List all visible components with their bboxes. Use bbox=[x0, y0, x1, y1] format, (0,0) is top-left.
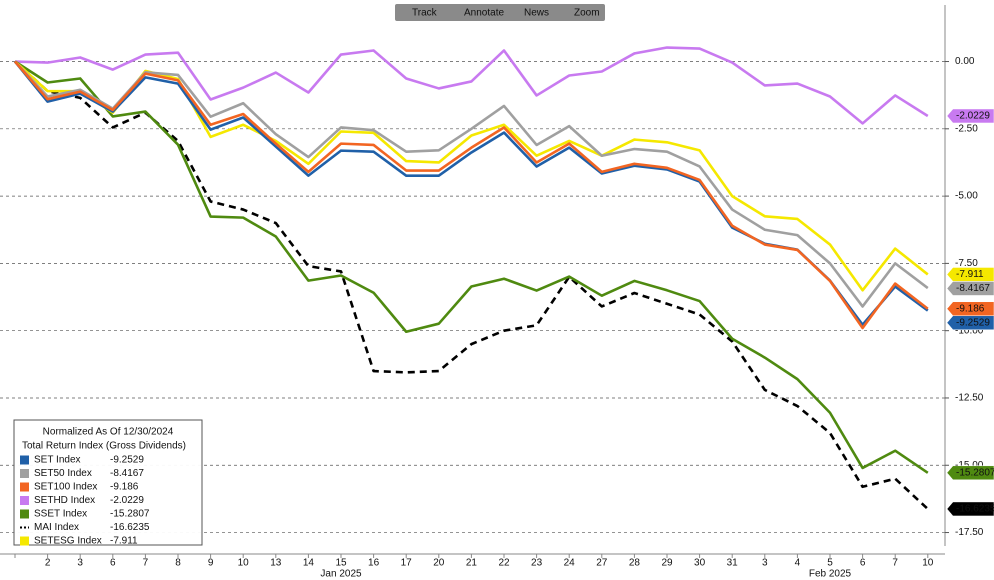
value-tag: -15.2807 bbox=[946, 465, 994, 481]
x-tick-label: 2 bbox=[45, 558, 51, 569]
x-tick-label: 21 bbox=[466, 558, 478, 569]
x-tick-label: 10 bbox=[238, 558, 250, 569]
legend-label: MAI Index bbox=[34, 522, 79, 533]
series-line bbox=[14, 60, 929, 510]
x-tick-label: 7 bbox=[892, 558, 898, 569]
x-tick-label: 6 bbox=[860, 558, 866, 569]
legend-box bbox=[13, 419, 203, 546]
value-tag-box bbox=[946, 315, 994, 331]
legend-value: -9.2529 bbox=[110, 455, 144, 466]
toolbar-button[interactable]: News bbox=[524, 8, 549, 19]
legend-value: -15.2807 bbox=[110, 509, 150, 520]
value-tag-box bbox=[946, 267, 994, 282]
value-tag-box bbox=[946, 465, 994, 481]
y-tick-label: -12.50 bbox=[955, 393, 984, 404]
legend-swatch bbox=[20, 455, 29, 465]
value-tag-box bbox=[946, 281, 994, 296]
legend-swatch bbox=[20, 509, 29, 519]
value-tag-label: -8.4167 bbox=[956, 283, 990, 294]
series-line bbox=[14, 46, 929, 125]
x-tick-label: 24 bbox=[564, 558, 576, 569]
y-tick-label: -15.00 bbox=[955, 460, 984, 471]
legend: Normalized As Of 12/30/2024 Total Return … bbox=[13, 419, 203, 547]
legend-value: -16.6235 bbox=[110, 522, 150, 533]
value-tag-box bbox=[946, 301, 994, 317]
value-tag: -9.2529 bbox=[946, 315, 994, 331]
legend-value: -9.186 bbox=[110, 482, 139, 493]
x-tick-label: 3 bbox=[762, 558, 768, 569]
value-tag-label: -2.0229 bbox=[956, 111, 990, 122]
x-tick-label: 16 bbox=[368, 558, 380, 569]
value-tag: -2.0229 bbox=[946, 108, 994, 124]
value-tag-box bbox=[946, 501, 994, 517]
legend-label: SET Index bbox=[34, 455, 81, 466]
value-tag-label: -9.2529 bbox=[956, 317, 990, 328]
y-tick-label: 0.00 bbox=[955, 56, 975, 67]
x-tick-label: 14 bbox=[303, 558, 315, 569]
x-tick-label: 23 bbox=[531, 558, 543, 569]
y-tick-label: -10.00 bbox=[955, 325, 984, 336]
series-line bbox=[14, 60, 929, 292]
legend-label: SSET Index bbox=[34, 509, 87, 520]
x-tick-label: 31 bbox=[727, 558, 739, 569]
x-tick-label: 9 bbox=[208, 558, 214, 569]
legend-label: SETESG Index bbox=[34, 536, 102, 547]
legend-label: SET100 Index bbox=[34, 482, 97, 493]
x-tick-label: 30 bbox=[694, 558, 706, 569]
y-tick-label: -7.50 bbox=[955, 258, 978, 269]
x-tick-label: 17 bbox=[401, 558, 413, 569]
x-tick-label: 4 bbox=[795, 558, 801, 569]
value-tag-label: -9.186 bbox=[956, 303, 985, 314]
x-tick-label: 7 bbox=[143, 558, 149, 569]
series-line bbox=[14, 60, 929, 308]
toolbar-button[interactable]: Zoom bbox=[574, 8, 600, 19]
legend-value: -2.0229 bbox=[110, 495, 144, 506]
x-tick-label: 20 bbox=[433, 558, 445, 569]
value-tag: -9.186 bbox=[946, 301, 994, 317]
legend-subtitle: Total Return Index (Gross Dividends) bbox=[22, 441, 186, 452]
x-tick-label: 15 bbox=[335, 558, 347, 569]
x-tick-label: 5 bbox=[827, 558, 833, 569]
legend-swatch bbox=[20, 536, 29, 546]
value-tag-label: -15.2807 bbox=[956, 467, 994, 478]
value-tag-label: -16.6235 bbox=[956, 504, 994, 515]
value-tag: -7.911 bbox=[946, 267, 994, 282]
series-line bbox=[14, 60, 929, 330]
x-tick-label: 27 bbox=[596, 558, 608, 569]
value-tag-label: -7.911 bbox=[956, 269, 984, 280]
x-group-label: Jan 2025 bbox=[320, 569, 362, 580]
toolbar-button[interactable]: Annotate bbox=[464, 8, 504, 19]
legend-value: -8.4167 bbox=[110, 468, 144, 479]
toolbar: Track Annotate News Zoom bbox=[395, 4, 605, 21]
value-tag: -16.6235 bbox=[946, 501, 994, 517]
value-tag-box bbox=[946, 108, 994, 124]
y-tick-label: -2.50 bbox=[955, 123, 978, 134]
legend-value: -7.911 bbox=[110, 536, 138, 547]
legend-swatch bbox=[20, 482, 29, 492]
toolbar-button[interactable]: Track bbox=[412, 8, 438, 19]
x-tick-label: 29 bbox=[661, 558, 673, 569]
legend-title: Normalized As Of 12/30/2024 bbox=[43, 427, 174, 438]
x-tick-label: 10 bbox=[922, 558, 934, 569]
y-tick-label: -17.50 bbox=[955, 527, 984, 538]
value-tag: -8.4167 bbox=[946, 281, 994, 296]
legend-swatch bbox=[20, 496, 29, 505]
toolbar-bg bbox=[395, 4, 605, 21]
legend-label: SETHD Index bbox=[34, 495, 95, 506]
series-line bbox=[14, 60, 929, 474]
x-tick-label: 8 bbox=[175, 558, 181, 569]
x-tick-label: 28 bbox=[629, 558, 641, 569]
x-tick-label: 13 bbox=[270, 558, 282, 569]
x-tick-label: 3 bbox=[77, 558, 83, 569]
x-group-label: Feb 2025 bbox=[809, 569, 852, 580]
legend-swatch bbox=[20, 469, 29, 478]
legend-label: SET50 Index bbox=[34, 468, 92, 479]
x-tick-label: 6 bbox=[110, 558, 116, 569]
y-tick-label: -5.00 bbox=[955, 191, 978, 202]
x-tick-label: 22 bbox=[498, 558, 510, 569]
